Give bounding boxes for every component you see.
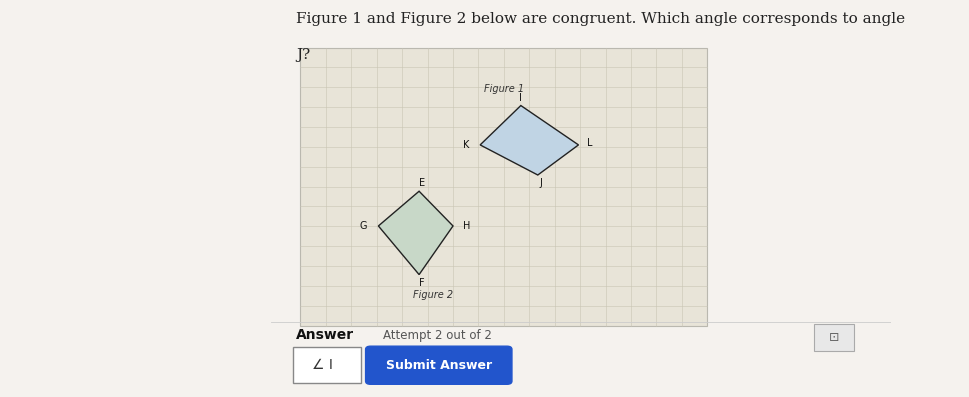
FancyBboxPatch shape [814, 324, 855, 351]
Text: Attempt 2 out of 2: Attempt 2 out of 2 [383, 329, 492, 342]
FancyBboxPatch shape [293, 347, 361, 383]
Text: F: F [420, 278, 425, 288]
Text: H: H [463, 221, 470, 231]
Text: J: J [540, 178, 543, 188]
Text: L: L [587, 138, 592, 148]
Polygon shape [378, 191, 453, 275]
Text: J?: J? [297, 48, 310, 62]
Text: K: K [463, 140, 470, 150]
Text: Submit Answer: Submit Answer [386, 359, 492, 372]
Text: G: G [359, 221, 366, 231]
Polygon shape [480, 106, 578, 175]
Text: Figure 1: Figure 1 [484, 84, 524, 94]
Text: ⊡: ⊡ [828, 331, 839, 344]
FancyBboxPatch shape [300, 48, 707, 326]
FancyBboxPatch shape [365, 346, 512, 384]
Text: Figure 2: Figure 2 [413, 291, 453, 301]
Text: Figure 1 and Figure 2 below are congruent. Which angle corresponds to angle: Figure 1 and Figure 2 below are congruen… [297, 12, 905, 26]
Text: Answer: Answer [297, 328, 355, 343]
Text: E: E [420, 178, 425, 188]
Text: I: I [519, 93, 522, 103]
Text: ∠ I: ∠ I [312, 358, 332, 372]
